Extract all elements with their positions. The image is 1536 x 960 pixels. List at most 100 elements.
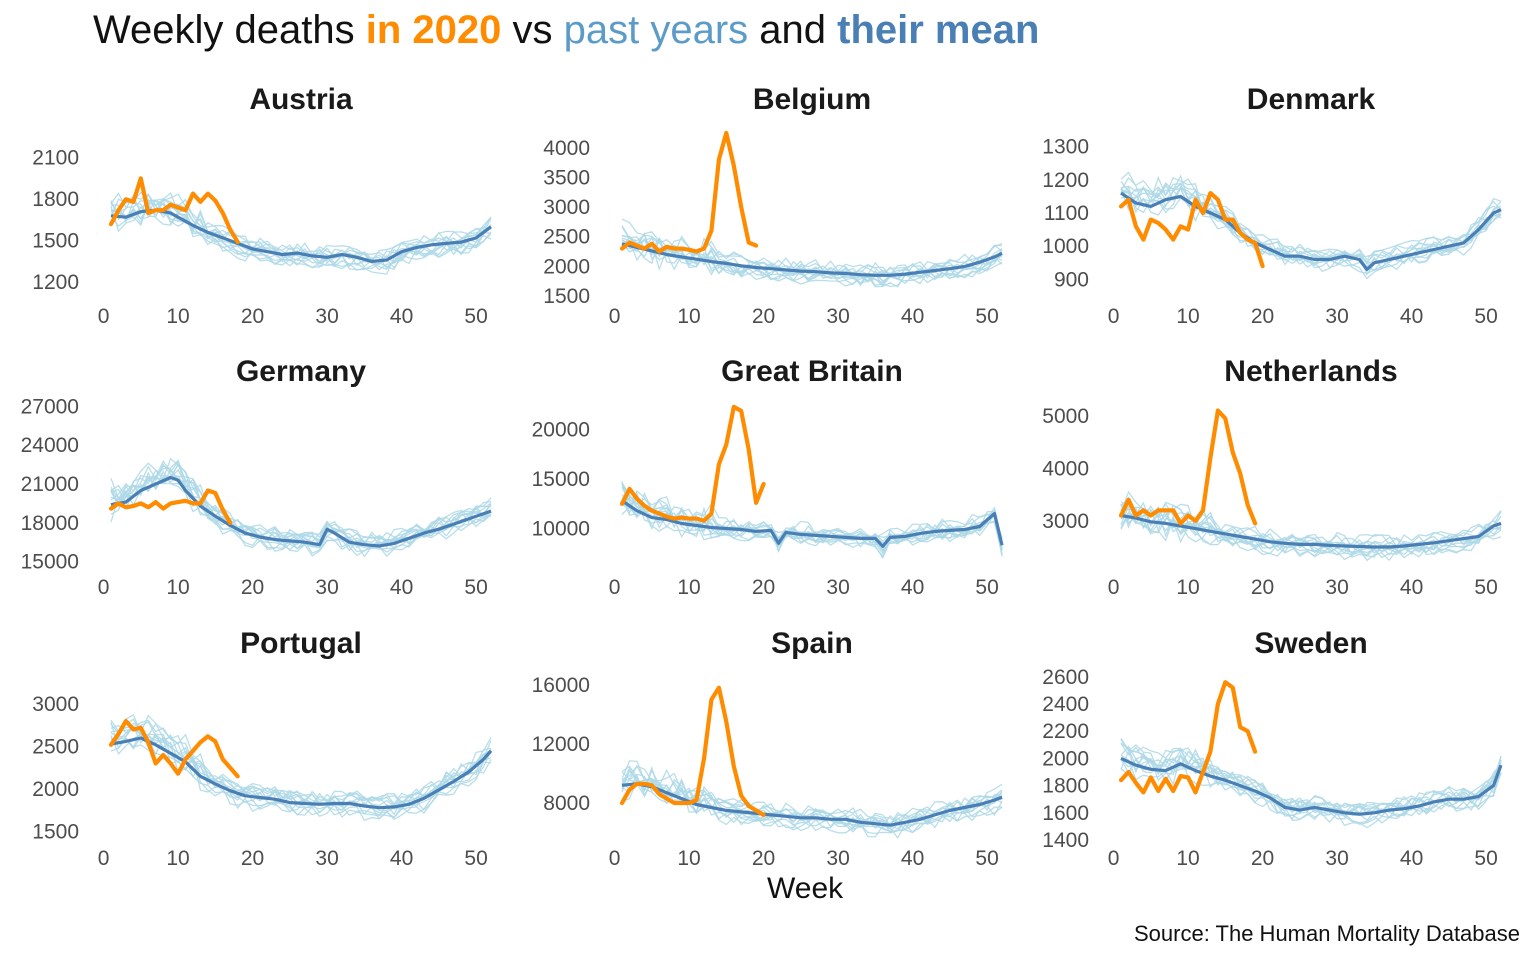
x-tick-label: 30	[1325, 576, 1348, 599]
y-tick-label: 4000	[543, 137, 590, 160]
panel-belgium: Belgium 1500 2000 2500 3000 3500 4000 0 10 20 30 40…	[543, 83, 1003, 328]
y-tick-label: 2000	[543, 255, 590, 278]
panel-denmark: Denmark 900 1000 1100 1200 1300 0 10 20 30 40 50	[1042, 83, 1502, 328]
current-year-line	[1118, 408, 1258, 526]
panel-germany: Germany 15000 18000 21000 24000 27000 0 10 20 30 4…	[21, 355, 492, 599]
past-year-line	[621, 237, 1003, 288]
title-part-5: and	[748, 8, 838, 52]
past-year-line	[621, 765, 1003, 826]
y-tick-label: 21000	[21, 473, 79, 496]
y-tick-label: 1800	[1042, 775, 1089, 798]
panel-great-britain: Great Britain 10000 15000 20000 0 10 20 30 40 50	[532, 355, 1004, 599]
y-tick-label: 1600	[1042, 802, 1089, 825]
y-tick-label: 3500	[543, 166, 590, 189]
title-part-2020: in 2020	[365, 8, 502, 52]
x-tick-label: 40	[1400, 847, 1423, 870]
current-year-line	[1118, 191, 1265, 269]
y-tick-label: 2100	[32, 147, 79, 170]
x-tick-label: 40	[901, 576, 924, 599]
x-tick-label: 30	[1325, 847, 1348, 870]
past-year-line	[1120, 501, 1502, 546]
panel-title-portugal: Portugal	[240, 627, 362, 660]
x-tick-label: 50	[464, 305, 487, 328]
x-tick-label: 10	[1176, 847, 1199, 870]
y-tick-label: 15000	[21, 551, 79, 574]
past-year-line	[1120, 174, 1502, 264]
x-axis-label: Week	[767, 872, 844, 905]
x-tick-label: 30	[315, 305, 338, 328]
current-year-line	[108, 718, 240, 779]
y-tick-label: 20000	[532, 419, 590, 442]
y-tick-label: 3000	[32, 693, 79, 716]
x-tick-label: 0	[98, 576, 110, 599]
x-tick-label: 20	[1251, 576, 1274, 599]
x-tick-label: 10	[677, 305, 700, 328]
x-tick-label: 20	[241, 847, 264, 870]
y-tick-label: 10000	[532, 517, 590, 540]
y-tick-label: 2000	[1042, 747, 1089, 770]
y-tick-label: 2500	[32, 736, 79, 759]
panel-netherlands: Netherlands 3000 4000 5000 0 10 20 30 40 50	[1042, 355, 1502, 599]
panel-portugal: Portugal 1500 2000 2500 3000 0 10 20 30 40 50	[32, 627, 493, 870]
panel-title-denmark: Denmark	[1247, 83, 1376, 116]
current-year-line	[619, 404, 766, 523]
x-tick-label: 10	[166, 576, 189, 599]
past-year-line	[110, 197, 492, 271]
y-tick-label: 900	[1054, 268, 1089, 291]
x-tick-label: 10	[677, 847, 700, 870]
x-tick-label: 10	[166, 305, 189, 328]
mean-line	[1120, 191, 1502, 271]
current-year-line	[108, 488, 233, 525]
x-tick-label: 40	[901, 847, 924, 870]
past-year-line	[621, 765, 1003, 827]
x-tick-label: 0	[1108, 305, 1120, 328]
mean-line	[621, 499, 1004, 548]
y-tick-label: 15000	[532, 468, 590, 491]
mean-line	[621, 782, 1003, 827]
x-tick-label: 10	[677, 576, 700, 599]
past-year-line	[110, 193, 492, 265]
past-year-line	[1120, 501, 1502, 555]
x-tick-label: 20	[752, 576, 775, 599]
x-tick-label: 50	[464, 576, 487, 599]
past-year-line	[1120, 742, 1502, 811]
y-tick-label: 16000	[532, 674, 590, 697]
y-tick-label: 2600	[1042, 666, 1089, 689]
x-tick-label: 50	[975, 576, 998, 599]
title-part-past-years: past years	[563, 8, 749, 52]
x-tick-label: 10	[1176, 576, 1199, 599]
panel-title-germany: Germany	[236, 355, 366, 388]
y-tick-label: 1800	[32, 188, 79, 211]
x-tick-label: 0	[609, 576, 621, 599]
past-year-line	[621, 498, 1003, 553]
x-tick-label: 30	[1325, 305, 1348, 328]
y-tick-label: 1100	[1044, 202, 1089, 225]
past-year-line	[110, 462, 492, 549]
x-tick-label: 20	[752, 847, 775, 870]
panel-title-sweden: Sweden	[1254, 627, 1367, 660]
x-tick-label: 30	[315, 847, 338, 870]
panel-sweden: Sweden 1400 1600 1800 2000 2200 2400 2600 0 10 20 3…	[1042, 627, 1503, 870]
past-year-line	[1120, 514, 1502, 559]
x-tick-label: 20	[241, 576, 264, 599]
x-tick-label: 40	[1400, 305, 1423, 328]
y-tick-label: 27000	[21, 395, 79, 418]
x-tick-label: 10	[166, 847, 189, 870]
title-part-mean: their mean	[837, 8, 1040, 52]
x-tick-label: 50	[464, 847, 487, 870]
y-tick-label: 8000	[543, 792, 590, 815]
y-tick-label: 1500	[32, 821, 79, 844]
mean-line	[110, 475, 492, 548]
mean-line	[110, 208, 492, 263]
y-tick-label: 2000	[32, 778, 79, 801]
past-year-line	[621, 779, 1003, 835]
panel-title-spain: Spain	[771, 627, 853, 660]
x-tick-label: 30	[826, 576, 849, 599]
y-tick-label: 3000	[1042, 510, 1089, 533]
y-tick-label: 24000	[21, 434, 79, 457]
panel-title-netherlands: Netherlands	[1224, 355, 1397, 388]
x-tick-label: 10	[1176, 305, 1199, 328]
mean-line	[621, 242, 1003, 277]
past-year-line	[621, 496, 1003, 560]
